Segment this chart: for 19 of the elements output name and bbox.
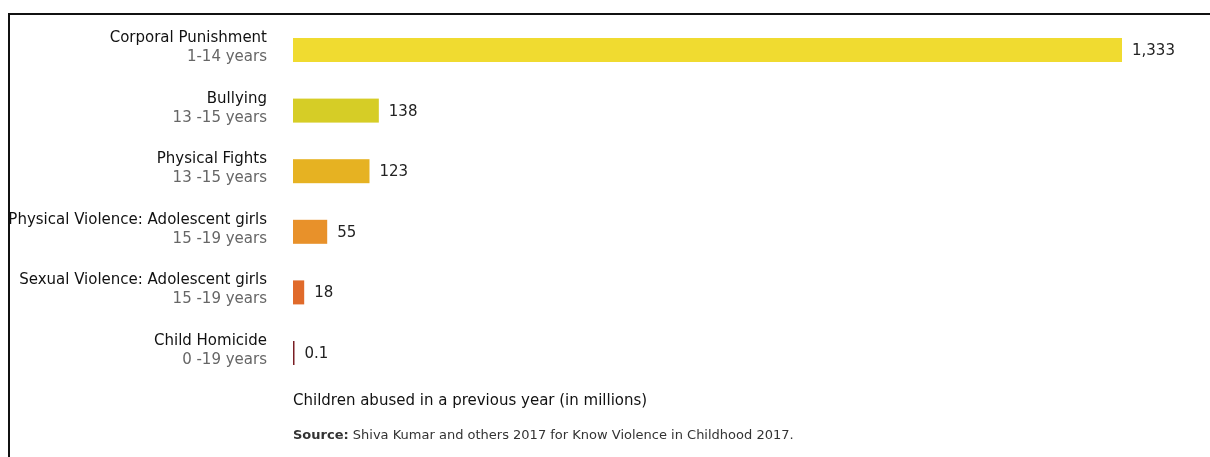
y-tick-label: Corporal Punishment 1-14 years (109, 28, 268, 65)
y-tick-label: Child Homicide 0 -19 years (153, 331, 268, 368)
x-axis-title: Children abused in a previous year (in millions) (293, 391, 648, 409)
bar (293, 98, 379, 123)
data-label: 0.1 (304, 344, 329, 362)
bar (293, 280, 305, 305)
bar (293, 38, 1122, 62)
source-note: Source: Shiva Kumar and others 2017 for Know Violence in Childhood 2017. (293, 427, 794, 442)
data-label: 138 (388, 101, 418, 120)
bar (293, 219, 328, 244)
data-label: 18 (314, 283, 334, 302)
data-label: 123 (379, 162, 409, 181)
y-tick-label: Physical Violence: Adolescent girls 15 -19 years (8, 209, 268, 247)
bar (293, 159, 370, 184)
data-label: 55 (337, 222, 357, 241)
data-label: 1,333 (1132, 41, 1175, 59)
y-tick-label: Bullying 13 -15 years (172, 88, 268, 126)
y-tick-label: Sexual Violence: Adolescent girls 15 -19 years (19, 270, 268, 308)
y-tick-label: Physical Fights 13 -15 years (156, 149, 268, 187)
